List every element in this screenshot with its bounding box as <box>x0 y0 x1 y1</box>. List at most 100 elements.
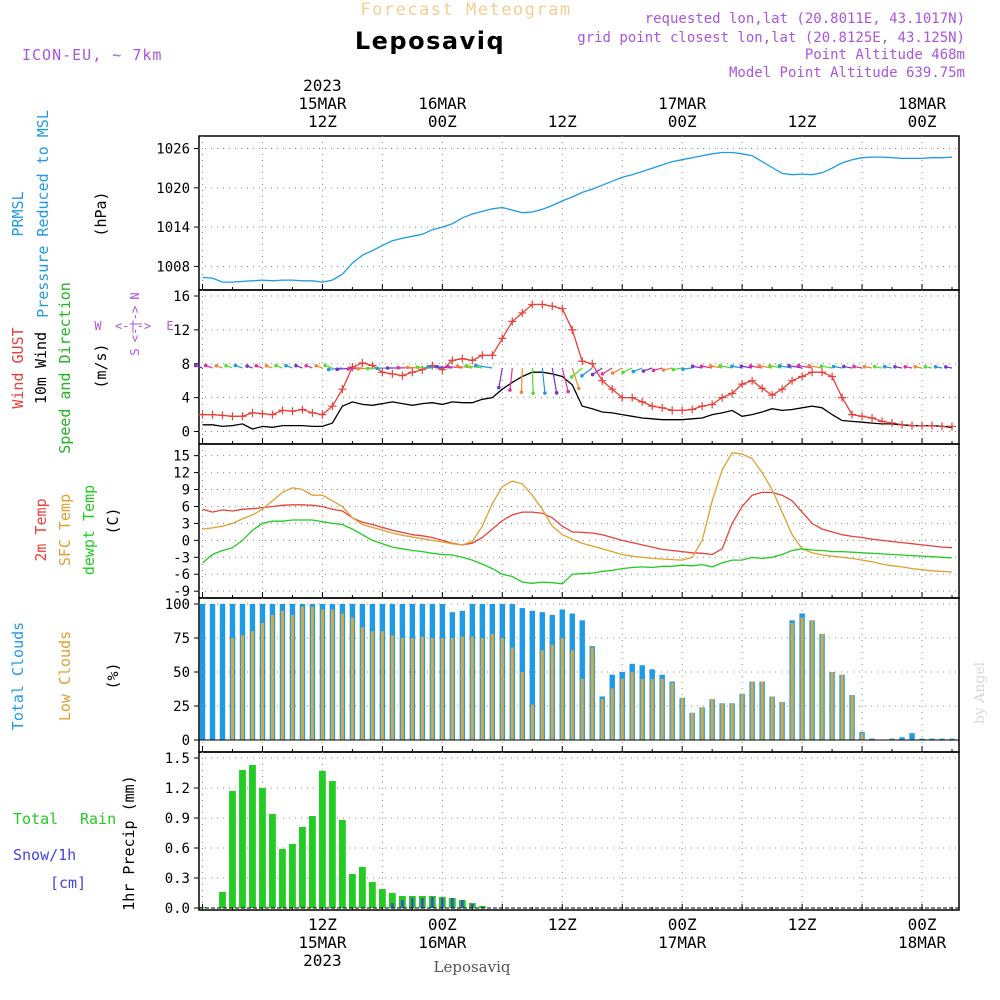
wind-arrow-head <box>346 367 350 371</box>
total-cloud-bar <box>909 733 915 740</box>
wind-arrow-head <box>819 364 824 368</box>
time-bottom-label: 17MAR <box>658 933 707 952</box>
gust-marker <box>318 410 327 419</box>
low-cloud-bar <box>480 638 484 740</box>
rain-bar <box>259 788 266 908</box>
wind-series-10m-wind <box>202 371 953 430</box>
low-cloud-bar <box>640 678 644 740</box>
gust-marker <box>948 422 957 431</box>
wind-ytick-label: 4 <box>182 391 190 407</box>
gust-marker <box>898 420 907 429</box>
wind-arrow-head <box>314 363 319 368</box>
low-cloud-bar <box>490 633 494 740</box>
gust-marker <box>568 325 577 334</box>
clouds-ytick-label: 50 <box>173 665 190 681</box>
gust-marker <box>798 372 807 381</box>
low-cloud-bar <box>460 636 464 740</box>
gust-marker <box>638 397 647 406</box>
low-cloud-bar <box>530 704 534 740</box>
wind-arrow-head <box>435 364 439 369</box>
low-cloud-bar <box>600 699 604 740</box>
gust-marker <box>398 371 407 380</box>
pressure-ytick-label: 1020 <box>156 181 190 197</box>
low-cloud-bar <box>670 682 674 740</box>
temperature-ytick-label: 3 <box>182 516 190 532</box>
rain-bar <box>269 814 276 908</box>
wind-arrow <box>337 367 353 370</box>
rain-bar <box>239 770 246 908</box>
credit-watermark: by Angel <box>972 661 988 724</box>
wind-arrow-head <box>661 368 666 372</box>
gust-marker <box>768 391 777 400</box>
gust-marker <box>548 302 557 311</box>
low-cloud-bar <box>270 614 274 740</box>
celsius-label: (C) <box>104 507 122 534</box>
pressure-ytick-label: 1014 <box>156 220 190 236</box>
wind-arrow-head <box>699 364 704 368</box>
low-cloud-bar <box>520 672 524 740</box>
wind-arrow-head <box>590 372 595 377</box>
low-cloud-bar <box>720 703 724 740</box>
gust-marker <box>788 376 797 385</box>
gust-marker <box>528 300 537 309</box>
rain-bar <box>358 867 366 908</box>
low-cloud-bar <box>570 650 574 740</box>
rain-bar <box>378 889 386 908</box>
low-cloud-bar <box>810 620 814 740</box>
gust-marker <box>288 407 297 416</box>
low-cloud-bar <box>340 613 344 740</box>
wind-arrow <box>581 367 593 377</box>
wind-arrow-head <box>923 365 928 369</box>
wind-arrow-head <box>777 364 782 368</box>
wind-arrow-head <box>304 363 309 368</box>
wind-arrow <box>779 365 793 369</box>
wind-arrow-head <box>405 365 410 370</box>
wind-arrow-head <box>326 367 331 372</box>
time-top-label: 2023 <box>303 76 342 95</box>
low-cloud-bar <box>730 703 734 740</box>
wind-arrow-head <box>577 386 581 391</box>
time-bottom-label: 15MAR <box>298 933 347 952</box>
clouds-ytick-label: 0 <box>182 733 190 749</box>
low-cloud-bar <box>380 631 384 740</box>
wind-arrow-head <box>807 363 811 368</box>
wind-arrow-head <box>254 363 259 368</box>
time-top-label: 00Z <box>668 112 697 131</box>
wind-arrow-head <box>566 389 570 394</box>
time-bottom-label: 18MAR <box>898 933 947 952</box>
gust-marker <box>538 300 547 309</box>
low-cloud-bar <box>820 633 824 740</box>
time-top-label: 12Z <box>788 112 817 131</box>
gust-marker <box>818 368 827 377</box>
wind-arrow-head <box>426 365 430 369</box>
gust-marker <box>868 413 877 422</box>
gust-marker <box>378 368 387 377</box>
low-cloud-bar <box>390 635 394 740</box>
snow-bar <box>441 898 444 908</box>
wind-arrow-head <box>718 364 722 368</box>
low-cloud-bar <box>860 733 864 740</box>
dewpt-label: dewpt Temp <box>80 485 98 575</box>
low-cloud-bar <box>710 699 714 740</box>
time-top-label: 00Z <box>428 112 457 131</box>
low-cloud-bar <box>430 638 434 740</box>
wind-arrow-head <box>508 388 512 392</box>
gust-marker <box>248 408 257 417</box>
time-bottom-label: 12Z <box>308 915 337 934</box>
gust-marker <box>208 410 217 419</box>
gust-marker <box>858 412 867 421</box>
gust-marker <box>808 368 817 377</box>
wind-arrow-head <box>356 366 361 371</box>
cloud-labels: Total Clouds Low Clouds (%) <box>9 622 122 730</box>
total-cloud-bar <box>199 604 206 740</box>
snow-bar <box>431 897 434 908</box>
low-cloud-bar <box>370 631 374 740</box>
time-bottom-label: 00Z <box>908 915 937 934</box>
wind-arrow-head <box>375 366 379 371</box>
total-cloud-bar <box>919 738 925 740</box>
clouds-ytick-label: 75 <box>173 631 190 647</box>
low-cloud-bar <box>760 681 764 740</box>
low-cloud-bar <box>690 712 694 740</box>
gust-marker <box>258 409 267 418</box>
wind-arrow-head <box>748 364 753 368</box>
